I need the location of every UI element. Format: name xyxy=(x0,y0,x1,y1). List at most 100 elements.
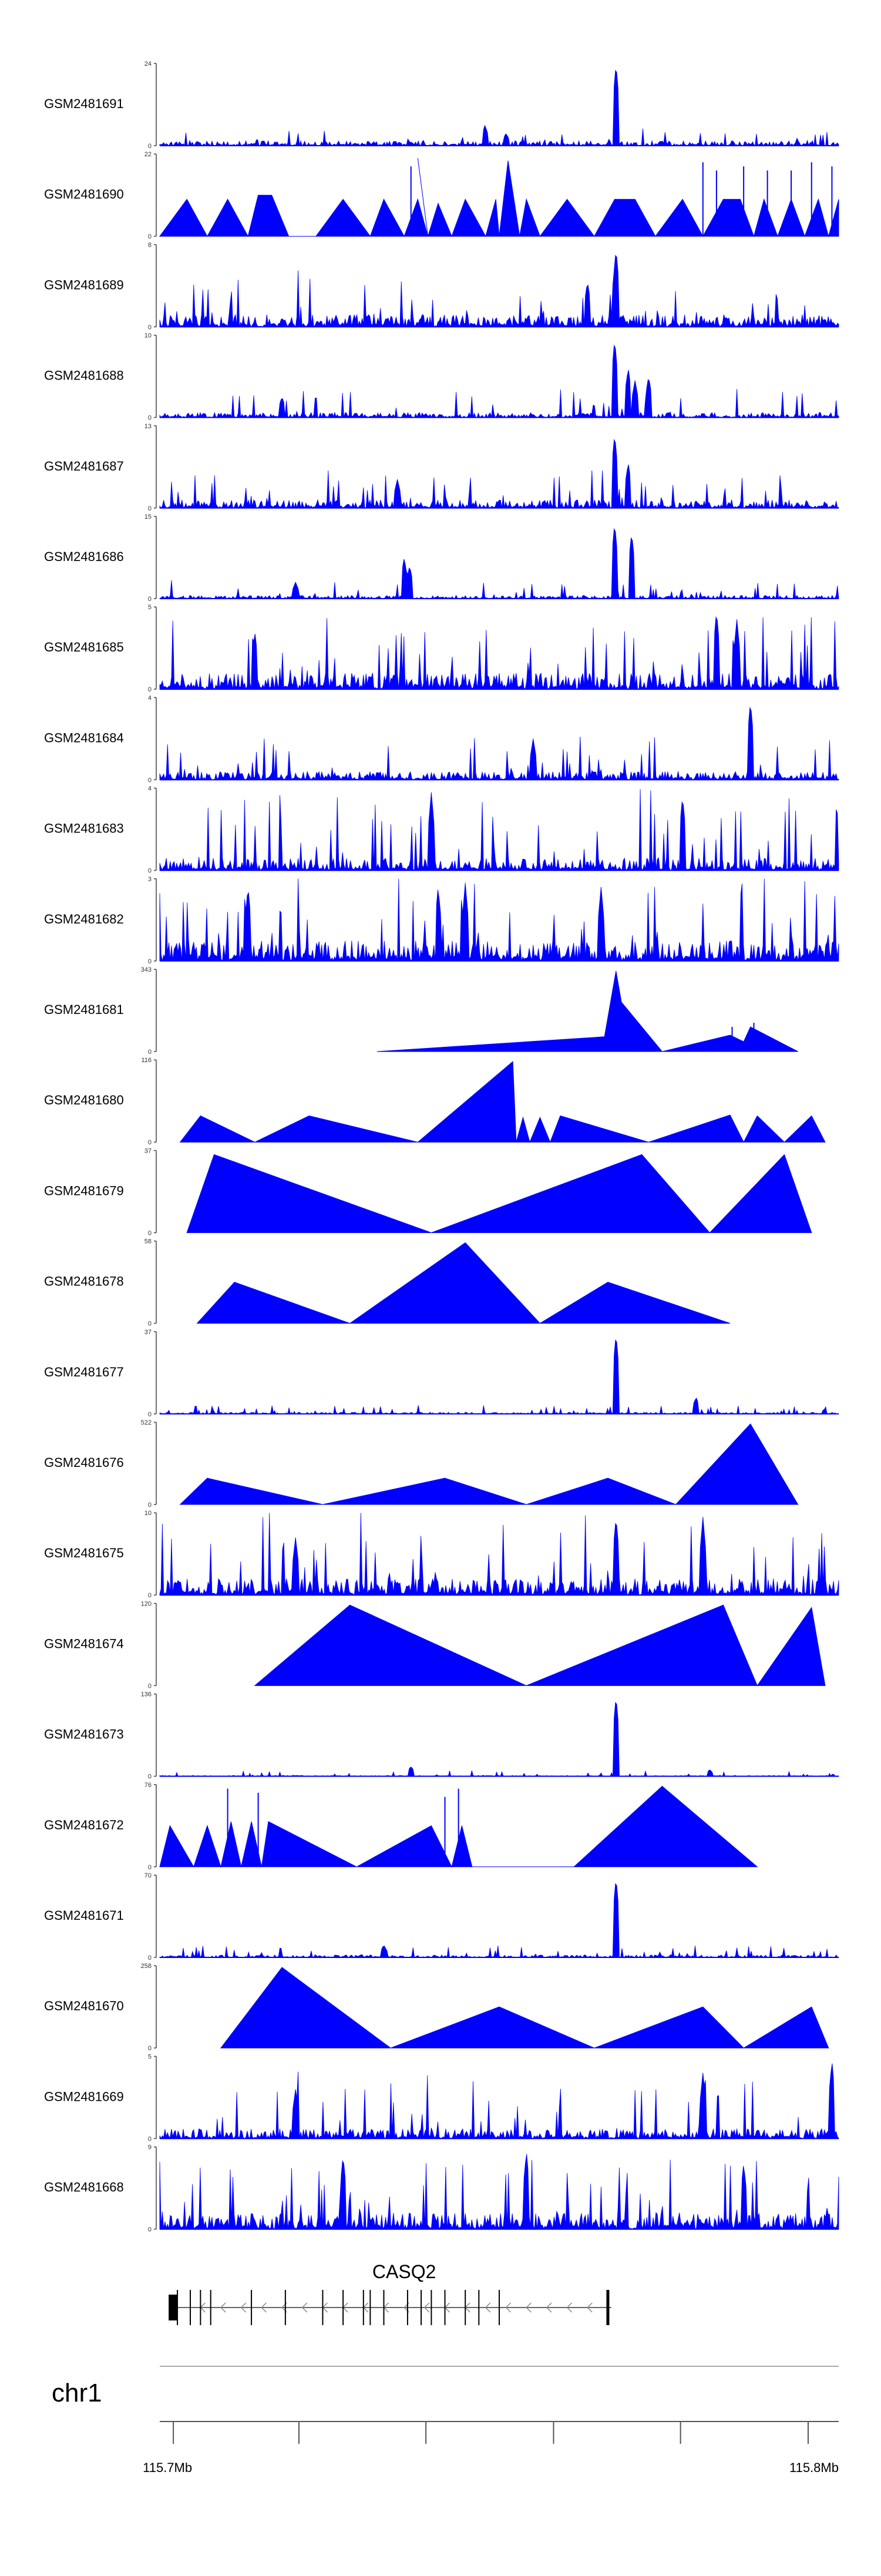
track-ymin-label: 0 xyxy=(148,1411,152,1418)
track-ymax-label: 10 xyxy=(144,333,152,340)
track-ymax-label: 4 xyxy=(148,694,152,701)
track-ymax-label: 13 xyxy=(144,423,152,430)
coverage-area xyxy=(159,439,839,509)
track-ymin-label: 0 xyxy=(148,324,152,331)
coverage-area xyxy=(159,158,839,238)
coverage-area xyxy=(186,1154,812,1234)
gene-label: CASQ2 xyxy=(372,2261,436,2282)
track-ymax-label: 9 xyxy=(148,2144,152,2151)
track-label: GSM2481672 xyxy=(44,1818,124,1832)
track-ymin-label: 0 xyxy=(148,1049,152,1056)
track-label: GSM2481680 xyxy=(44,1093,124,1107)
track-label: GSM2481677 xyxy=(44,1365,124,1379)
track-ymax-label: 10 xyxy=(144,1510,152,1517)
coverage-area xyxy=(159,254,839,328)
track-ymax-label: 70 xyxy=(144,1872,152,1879)
track-ymax-label: 37 xyxy=(144,1147,152,1154)
track-ymin-label: 0 xyxy=(148,596,152,603)
coverage-area xyxy=(159,344,839,418)
track-label: GSM2481675 xyxy=(44,1546,124,1560)
track-label: GSM2481689 xyxy=(44,277,124,292)
track-label: GSM2481678 xyxy=(44,1274,124,1289)
track-ymin-label: 0 xyxy=(148,1864,152,1871)
track-ymax-label: 22 xyxy=(144,151,152,158)
strand-arrow xyxy=(220,2302,226,2313)
track-label: GSM2481670 xyxy=(44,1999,124,2013)
coverage-area xyxy=(254,1604,826,1687)
track-ymin-label: 0 xyxy=(148,1592,152,1599)
coverage-area xyxy=(179,1060,826,1143)
track-ymin-label: 0 xyxy=(148,1139,152,1146)
coverage-area xyxy=(159,1785,758,1868)
track-label: GSM2481676 xyxy=(44,1455,124,1470)
track-ymax-label: 5 xyxy=(148,604,152,611)
track-ymax-label: 76 xyxy=(144,1782,152,1789)
track-ymax-label: 37 xyxy=(144,1329,152,1336)
coverage-area xyxy=(159,1339,839,1415)
coverage-area xyxy=(159,707,839,781)
track-ymin-label: 0 xyxy=(148,233,152,240)
coverage-area xyxy=(159,878,839,962)
track-ymin-label: 0 xyxy=(148,1321,152,1328)
track-ymax-label: 116 xyxy=(141,1057,152,1064)
track-ymin-label: 0 xyxy=(148,1682,152,1690)
coverage-area xyxy=(376,970,798,1052)
track-ymax-label: 136 xyxy=(141,1691,152,1698)
coverage-area xyxy=(159,616,839,690)
chromosome-label: chr1 xyxy=(52,2379,102,2407)
track-ymax-label: 5 xyxy=(148,2053,152,2060)
track-label: GSM2481679 xyxy=(44,1183,124,1198)
track-label: GSM2481690 xyxy=(44,187,124,201)
track-label: GSM2481688 xyxy=(44,368,124,383)
track-ymin-label: 0 xyxy=(148,868,152,875)
coverage-area xyxy=(159,789,839,872)
track-ymax-label: 15 xyxy=(144,513,152,520)
track-ymax-label: 4 xyxy=(148,785,152,792)
coverage-area xyxy=(196,1242,731,1324)
track-ymin-label: 0 xyxy=(148,2045,152,2052)
track-ymin-label: 0 xyxy=(148,2135,152,2142)
strand-arrow xyxy=(566,2302,573,2313)
track-ymax-label: 8 xyxy=(148,241,152,248)
track-ymin-label: 0 xyxy=(148,415,152,422)
strand-arrow xyxy=(423,2302,430,2313)
track-label: GSM2481671 xyxy=(44,1908,124,1923)
track-label: GSM2481684 xyxy=(44,730,124,745)
coverage-area xyxy=(159,2154,839,2231)
track-label: GSM2481687 xyxy=(44,459,124,473)
track-ymax-label: 258 xyxy=(141,1963,152,1970)
track-ymax-label: 120 xyxy=(141,1600,152,1607)
strand-arrow xyxy=(485,2302,491,2313)
track-label: GSM2481668 xyxy=(44,2180,124,2195)
coverage-area xyxy=(159,2063,839,2140)
strand-arrow xyxy=(240,2302,247,2313)
axis-end-label: 115.8Mb xyxy=(789,2460,839,2475)
track-ymax-label: 24 xyxy=(144,61,152,68)
strand-arrow xyxy=(505,2302,512,2313)
strand-arrow xyxy=(546,2302,552,2313)
strand-arrow xyxy=(587,2302,593,2313)
track-ymin-label: 0 xyxy=(148,505,152,512)
strand-arrow xyxy=(526,2302,532,2313)
track-label: GSM2481691 xyxy=(44,96,124,111)
axis-start-label: 115.7Mb xyxy=(143,2460,192,2475)
coverage-area xyxy=(159,1513,839,1596)
gene-exon xyxy=(169,2295,177,2320)
coverage-area xyxy=(159,1883,839,1959)
strand-arrow xyxy=(301,2302,308,2313)
track-label: GSM2481669 xyxy=(44,2089,124,2104)
track-label: GSM2481686 xyxy=(44,549,124,564)
coverage-area xyxy=(179,1423,799,1505)
track-label: GSM2481685 xyxy=(44,640,124,654)
track-label: GSM2481674 xyxy=(44,1636,124,1651)
track-ymin-label: 0 xyxy=(148,777,152,784)
track-ymax-label: 343 xyxy=(141,966,152,973)
track-label: GSM2481673 xyxy=(44,1727,124,1742)
track-ymin-label: 0 xyxy=(148,1230,152,1237)
track-ymax-label: 58 xyxy=(144,1238,152,1245)
coverage-area xyxy=(159,1701,839,1777)
coverage-area xyxy=(159,528,839,600)
strand-arrow xyxy=(261,2302,267,2313)
